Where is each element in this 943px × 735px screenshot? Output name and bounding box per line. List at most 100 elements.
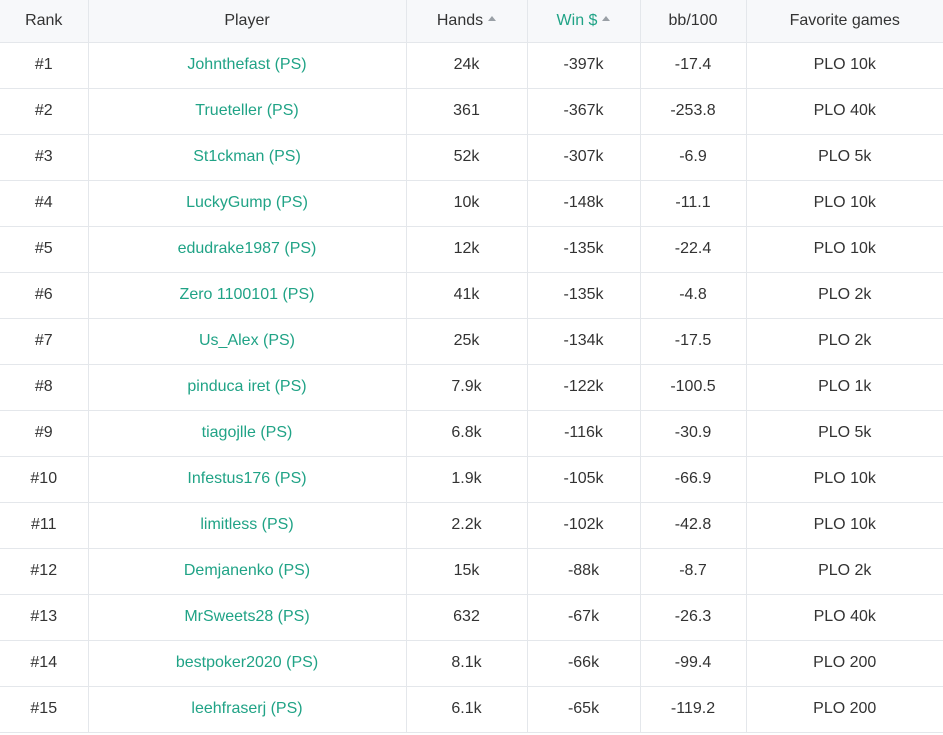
favorite-games-cell: PLO 2k — [746, 548, 943, 595]
player-cell: Trueteller (PS) — [88, 88, 407, 135]
favorite-games-cell: PLO 10k — [746, 180, 943, 227]
hands-cell: 6.1k — [406, 686, 528, 733]
player-link[interactable]: MrSweets28 (PS) — [184, 608, 310, 625]
favorite-games-cell: PLO 200 — [746, 686, 943, 733]
table-row: #12 Demjanenko (PS) 15k -88k -8.7 PLO 2k — [0, 548, 943, 595]
player-link[interactable]: St1ckman (PS) — [193, 148, 301, 165]
win-cell: -65k — [527, 686, 641, 733]
hands-cell: 7.9k — [406, 364, 528, 411]
hands-cell: 24k — [406, 42, 528, 89]
player-cell: pinduca iret (PS) — [88, 364, 407, 411]
column-header-win[interactable]: Win $ — [527, 0, 641, 43]
rank-cell: #7 — [0, 318, 89, 365]
rank-cell: #10 — [0, 456, 89, 503]
win-cell: -135k — [527, 272, 641, 319]
player-link[interactable]: limitless (PS) — [200, 516, 294, 533]
player-link[interactable]: Johnthefast (PS) — [187, 56, 307, 73]
header-row: Rank Player Hands Win $ bb/100 Favorite … — [0, 0, 943, 43]
win-cell: -105k — [527, 456, 641, 503]
player-cell: limitless (PS) — [88, 502, 407, 549]
bb100-cell: -11.1 — [640, 180, 747, 227]
rank-cell: #5 — [0, 226, 89, 273]
bb100-cell: -22.4 — [640, 226, 747, 273]
rank-cell: #14 — [0, 640, 89, 687]
favorite-games-cell: PLO 10k — [746, 42, 943, 89]
player-link[interactable]: tiagojlle (PS) — [201, 424, 293, 441]
player-link[interactable]: pinduca iret (PS) — [187, 378, 307, 395]
bb100-cell: -66.9 — [640, 456, 747, 503]
player-link[interactable]: Demjanenko (PS) — [183, 562, 311, 579]
win-cell: -397k — [527, 42, 641, 89]
favorite-games-cell: PLO 40k — [746, 594, 943, 641]
rank-cell: #11 — [0, 502, 89, 549]
bb100-cell: -4.8 — [640, 272, 747, 319]
table-row: #3 St1ckman (PS) 52k -307k -6.9 PLO 5k — [0, 134, 943, 181]
table-header: Rank Player Hands Win $ bb/100 Favorite … — [0, 0, 943, 43]
player-link[interactable]: bestpoker2020 (PS) — [175, 654, 319, 671]
player-cell: St1ckman (PS) — [88, 134, 407, 181]
column-header-player: Player — [88, 0, 407, 43]
hands-cell: 10k — [406, 180, 528, 227]
player-link[interactable]: edudrake1987 (PS) — [177, 240, 317, 257]
bb100-cell: -42.8 — [640, 502, 747, 549]
player-link[interactable]: Us_Alex (PS) — [198, 332, 296, 349]
win-cell: -135k — [527, 226, 641, 273]
rank-cell: #15 — [0, 686, 89, 733]
win-cell: -367k — [527, 88, 641, 135]
table-row: #8 pinduca iret (PS) 7.9k -122k -100.5 PLO 1k — [0, 364, 943, 411]
win-cell: -102k — [527, 502, 641, 549]
win-cell: -116k — [527, 410, 641, 457]
table-row: #2 Trueteller (PS) 361 -367k -253.8 PLO 40k — [0, 88, 943, 135]
player-cell: bestpoker2020 (PS) — [88, 640, 407, 687]
player-link[interactable]: LuckyGump (PS) — [186, 194, 308, 211]
column-header-bb100: bb/100 — [640, 0, 747, 43]
column-header-hands[interactable]: Hands — [406, 0, 528, 43]
sort-up-icon — [488, 16, 497, 22]
hands-cell: 8.1k — [406, 640, 528, 687]
bb100-cell: -6.9 — [640, 134, 747, 181]
favorite-games-cell: PLO 10k — [746, 502, 943, 549]
win-cell: -122k — [527, 364, 641, 411]
column-header-rank: Rank — [0, 0, 89, 43]
rank-cell: #3 — [0, 134, 89, 181]
table-row: #7 Us_Alex (PS) 25k -134k -17.5 PLO 2k — [0, 318, 943, 365]
favorite-games-cell: PLO 5k — [746, 134, 943, 181]
hands-cell: 6.8k — [406, 410, 528, 457]
hands-cell: 25k — [406, 318, 528, 365]
player-link[interactable]: Infestus176 (PS) — [187, 470, 307, 487]
win-cell: -88k — [527, 548, 641, 595]
bb100-cell: -8.7 — [640, 548, 747, 595]
player-cell: Infestus176 (PS) — [88, 456, 407, 503]
favorite-games-cell: PLO 5k — [746, 410, 943, 457]
player-cell: Johnthefast (PS) — [88, 42, 407, 89]
rank-cell: #1 — [0, 42, 89, 89]
rank-cell: #2 — [0, 88, 89, 135]
player-link[interactable]: leehfraserj (PS) — [191, 700, 303, 717]
bb100-cell: -100.5 — [640, 364, 747, 411]
rank-cell: #9 — [0, 410, 89, 457]
player-cell: Demjanenko (PS) — [88, 548, 407, 595]
rank-cell: #12 — [0, 548, 89, 595]
player-cell: edudrake1987 (PS) — [88, 226, 407, 273]
bb100-cell: -99.4 — [640, 640, 747, 687]
table-row: #10 Infestus176 (PS) 1.9k -105k -66.9 PLO 10k — [0, 456, 943, 503]
rank-cell: #8 — [0, 364, 89, 411]
rank-cell: #13 — [0, 594, 89, 641]
player-link[interactable]: Trueteller (PS) — [195, 102, 299, 119]
bb100-cell: -17.4 — [640, 42, 747, 89]
sort-up-icon — [602, 16, 611, 22]
win-cell: -148k — [527, 180, 641, 227]
favorite-games-cell: PLO 10k — [746, 456, 943, 503]
bb100-cell: -119.2 — [640, 686, 747, 733]
hands-cell: 41k — [406, 272, 528, 319]
win-cell: -307k — [527, 134, 641, 181]
player-cell: Zero 1100101 (PS) — [88, 272, 407, 319]
table-row: #9 tiagojlle (PS) 6.8k -116k -30.9 PLO 5k — [0, 410, 943, 457]
table-body: #1 Johnthefast (PS) 24k -397k -17.4 PLO 10k #2… — [0, 42, 943, 733]
player-cell: Us_Alex (PS) — [88, 318, 407, 365]
player-link[interactable]: Zero 1100101 (PS) — [179, 286, 315, 303]
hands-cell: 2.2k — [406, 502, 528, 549]
table-row: #14 bestpoker2020 (PS) 8.1k -66k -99.4 PLO 20… — [0, 640, 943, 687]
table-row: #5 edudrake1987 (PS) 12k -135k -22.4 PLO 10k — [0, 226, 943, 273]
favorite-games-cell: PLO 200 — [746, 640, 943, 687]
